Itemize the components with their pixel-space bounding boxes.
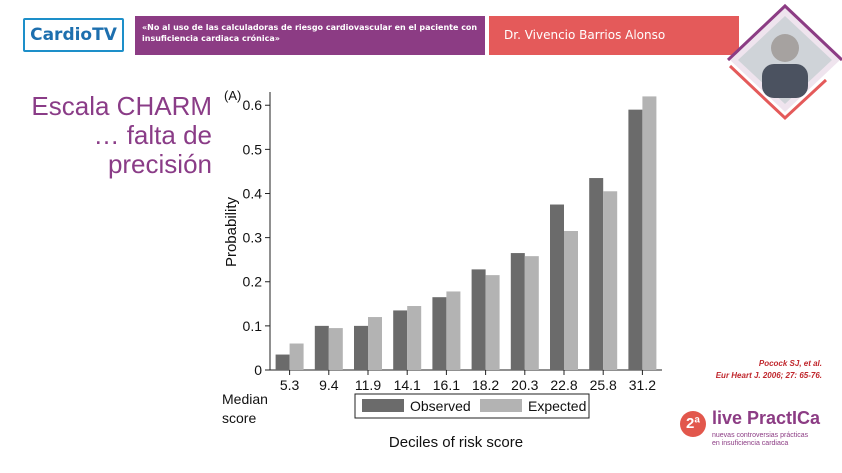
cardiotv-logo: CardioTV [23, 18, 124, 52]
x-tick-label: 9.4 [319, 377, 339, 393]
bar-observed-9-4 [314, 325, 329, 370]
bar-expected-14-1 [407, 306, 422, 370]
x-tick-label: 31.2 [629, 377, 656, 393]
x-caption-line-2: score [222, 410, 256, 426]
x-tick-label: 25.8 [590, 377, 617, 393]
event-subtitle-line-1: nuevas controversias prácticas [712, 432, 809, 439]
y-tick-label: 0.6 [243, 97, 263, 113]
bar-expected-31-2 [642, 96, 657, 371]
bar-observed-5-3 [275, 354, 290, 370]
y-tick-label: 0.2 [243, 274, 263, 290]
speaker-photo [726, 3, 842, 121]
bar-observed-18-2 [471, 269, 486, 370]
bar-expected-16-1 [446, 291, 461, 370]
speaker-name: Dr. Vivencio Barrios Alonso [504, 28, 666, 42]
bar-observed-22-8 [550, 204, 564, 370]
x-tick-label: 5.3 [280, 377, 300, 393]
edition-badge: 2ª [680, 411, 706, 437]
bar-observed-31-2 [628, 109, 643, 371]
bar-expected-5-3 [289, 343, 304, 370]
panel-label: (A) [224, 88, 241, 103]
bar-expected-18-2 [485, 275, 500, 370]
x-tick-label: 16.1 [433, 377, 460, 393]
talk-title-bar [135, 16, 485, 55]
legend-label-observed: Observed [410, 398, 471, 414]
y-tick-label: 0.5 [243, 141, 263, 157]
citation-line-1: Pocock SJ, et al. [758, 359, 822, 368]
bar-expected-20-3 [524, 256, 539, 370]
legend-label-expected: Expected [528, 398, 586, 414]
event-subtitle: nuevas controversias prácticas en insufi… [712, 432, 808, 448]
bar-observed-11-9 [354, 325, 368, 370]
bar-observed-14-1 [393, 310, 408, 370]
bar-observed-20-3 [510, 253, 525, 370]
y-tick-label: 0.1 [243, 318, 263, 334]
event-subtitle-line-2: en insuficiencia cardiaca [712, 440, 789, 447]
x-caption-line-1: Median [222, 391, 268, 407]
bar-expected-11-9 [368, 317, 382, 370]
x-tick-label: 20.3 [511, 377, 538, 393]
slide-title-line-1: Escala CHARM [31, 91, 212, 121]
bar-observed-25-8 [589, 178, 604, 370]
y-tick-label: 0.4 [243, 185, 263, 201]
bar-expected-25-8 [603, 191, 618, 370]
slide-title-line-2: … falta de [93, 120, 212, 150]
x-tick-label: 22.8 [550, 377, 577, 393]
bar-observed-16-1 [432, 297, 447, 370]
slide-title-line-3: precisión [107, 149, 212, 179]
y-tick-label: 0.3 [243, 230, 263, 246]
talk-title-line-1: «No al uso de las calculadoras de riesgo… [142, 23, 478, 32]
bar-expected-9-4 [328, 328, 343, 370]
bar-expected-22-8 [564, 231, 578, 370]
event-name: live PractICa [712, 408, 821, 428]
x-axis-title: Deciles of risk score [389, 434, 523, 451]
citation-line-2: Eur Heart J. 2006; 27: 65-76. [715, 371, 822, 380]
x-tick-label: 11.9 [355, 377, 381, 393]
talk-title: «No al uso de las calculadoras de riesgo… [142, 22, 482, 44]
citation: Pocock SJ, et al. Eur Heart J. 2006; 27:… [716, 358, 822, 382]
y-axis-title: Probability [223, 196, 240, 267]
speaker-bar [489, 16, 739, 55]
slide-title: Escala CHARM … falta de precisión [31, 92, 212, 179]
talk-title-line-2: insuficiencia cardiaca crónica» [142, 34, 280, 43]
x-tick-label: 14.1 [394, 377, 421, 393]
x-tick-label: 18.2 [472, 377, 499, 393]
legend-swatch-expected [480, 399, 522, 412]
legend-swatch-observed [362, 399, 404, 412]
y-tick-label: 0 [254, 362, 262, 378]
